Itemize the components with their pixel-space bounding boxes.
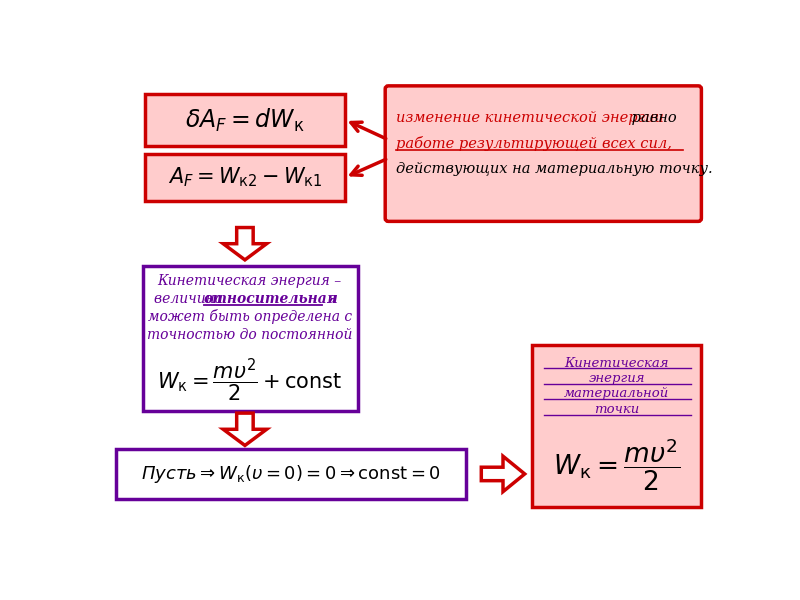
Text: $W_\mathrm{к} = \dfrac{m\upsilon^2}{2} + \mathrm{const}$: $W_\mathrm{к} = \dfrac{m\upsilon^2}{2} +… — [157, 356, 342, 404]
Text: величина: величина — [154, 292, 228, 306]
Text: точностью до постоянной: точностью до постоянной — [147, 328, 352, 341]
FancyBboxPatch shape — [533, 346, 702, 507]
FancyBboxPatch shape — [145, 94, 345, 146]
Text: работе результирующей всех сил,: работе результирующей всех сил, — [396, 136, 672, 151]
Text: равно: равно — [627, 111, 677, 125]
Text: может быть определена с: может быть определена с — [147, 310, 352, 325]
Text: $\mathit{Пусть} \Rightarrow W_\mathrm{к}(\upsilon=0)=0 \Rightarrow \mathrm{const: $\mathit{Пусть} \Rightarrow W_\mathrm{к}… — [141, 463, 441, 485]
Text: и: и — [323, 292, 337, 306]
FancyBboxPatch shape — [142, 266, 358, 411]
Text: действующих на материальную точку.: действующих на материальную точку. — [396, 162, 713, 176]
Text: точки: точки — [594, 403, 639, 416]
FancyBboxPatch shape — [145, 154, 345, 202]
Text: $\delta A_F = dW_\mathrm{к}$: $\delta A_F = dW_\mathrm{к}$ — [185, 107, 305, 134]
Text: изменение кинетической энергии: изменение кинетической энергии — [396, 111, 664, 125]
Text: материальной: материальной — [564, 388, 670, 400]
Text: энергия: энергия — [589, 372, 645, 385]
Text: $A_F = W_{\mathrm{к}2} - W_{\mathrm{к}1}$: $A_F = W_{\mathrm{к}2} - W_{\mathrm{к}1}… — [168, 166, 322, 189]
FancyBboxPatch shape — [115, 449, 466, 499]
FancyBboxPatch shape — [386, 86, 702, 221]
Text: Кинетическая энергия –: Кинетическая энергия – — [158, 274, 342, 289]
Text: $W_\mathrm{к} = \dfrac{m\upsilon^2}{2}$: $W_\mathrm{к} = \dfrac{m\upsilon^2}{2}$ — [554, 436, 681, 493]
Text: относительная: относительная — [204, 292, 338, 306]
Text: Кинетическая: Кинетическая — [565, 356, 669, 370]
